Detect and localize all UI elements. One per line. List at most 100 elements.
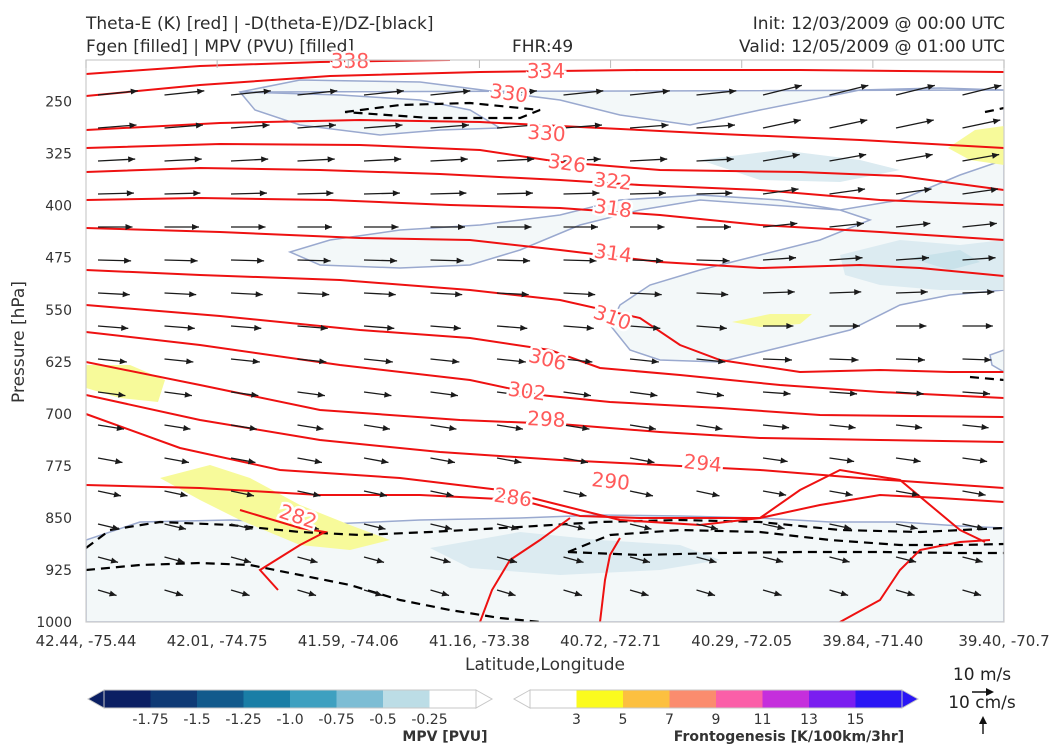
wind-vector-head	[651, 358, 659, 365]
wind-vector-head	[593, 156, 601, 163]
wind-vector-head	[189, 291, 197, 298]
theta-e-label: 294	[682, 449, 722, 477]
wind-vector-head	[729, 88, 737, 95]
colorbar-segment	[669, 690, 717, 708]
wind-vector-head	[976, 524, 985, 531]
wind-vector-head	[973, 590, 982, 597]
wind-vector-head	[840, 590, 849, 597]
x-tick-label: 41.16, -73.38	[429, 632, 530, 650]
wind-vectors	[97, 84, 1002, 597]
wind-vector-head	[979, 457, 988, 464]
mpv-colorbar: -1.75 -1.5 -1.25 -1.0 -0.75 -0.5 -0.25	[86, 689, 494, 728]
wind-vector-head	[586, 324, 594, 331]
wind-vector-head	[978, 490, 986, 497]
y-tick-label: 850	[45, 511, 72, 527]
wind-vector-head	[916, 390, 924, 397]
wind-vector-head	[113, 491, 121, 498]
wind-vector-head	[456, 257, 464, 264]
colorbar-segment	[623, 690, 670, 708]
wind-vector-head	[463, 88, 471, 95]
fgen-colorbar: 3 5 7 9 11 13 15	[512, 689, 920, 728]
wind-vector-head	[190, 257, 198, 264]
y-tick-label: 550	[45, 303, 72, 319]
wind-vector-head	[447, 458, 455, 465]
wind-vector-head	[446, 491, 454, 498]
wind-vector-head	[248, 458, 256, 465]
wind-vector-head	[180, 491, 188, 498]
wind-vector-head	[921, 255, 930, 262]
wind-vector-head	[444, 524, 453, 531]
wind-vector-head	[927, 84, 935, 90]
wind-vector-head	[576, 557, 584, 564]
wind-vector-head	[726, 156, 734, 163]
colorbar-tick-label: -0.75	[318, 712, 354, 728]
mpv-colorbar-label: MPV [PVU]	[402, 729, 487, 745]
reference-arrowhead-vertical	[979, 716, 987, 724]
wind-vector-head	[520, 324, 528, 331]
wind-vector-head	[119, 358, 127, 365]
wind-vector-head	[395, 122, 403, 129]
wind-vector-head	[907, 590, 915, 597]
wind-vector-head	[579, 491, 587, 498]
wind-vector-head	[786, 323, 794, 329]
wind-vector-head	[846, 457, 855, 464]
wind-vector-head	[379, 491, 387, 498]
wind-vector-head	[660, 156, 668, 163]
mpv-fill-darker	[430, 150, 1004, 575]
wind-vector-head	[991, 152, 1000, 159]
colorbar-segment	[809, 690, 856, 708]
y-tick-label: 250	[45, 95, 72, 111]
reference-vector: 10 m/s 10 cm/s	[948, 665, 1016, 734]
wind-vector-head	[186, 358, 194, 365]
wind-vector-head	[910, 524, 918, 531]
valid-time: Valid: 12/05/2009 @ 01:00 UTC	[739, 37, 1005, 57]
y-tick-label: 625	[45, 355, 72, 371]
wind-vector-head	[923, 221, 931, 228]
wind-vector-head	[254, 324, 262, 331]
theta-e-label: 290	[590, 467, 630, 495]
y-axis-label: Pressure [hPa]	[9, 281, 29, 403]
theta-e-label: 322	[592, 167, 632, 195]
colorbar-tick-label: -1.5	[183, 712, 210, 728]
wind-vector-head	[327, 156, 335, 163]
wind-vector-head	[177, 557, 185, 564]
wind-vector-head	[251, 391, 259, 398]
wind-vector-head	[392, 190, 400, 197]
wind-vector-head	[378, 524, 386, 531]
x-tick-label: 42.01, -74.75	[167, 632, 268, 650]
wind-vector-head	[126, 190, 134, 197]
wind-vector-head	[110, 557, 119, 564]
wind-vector-head	[249, 425, 257, 431]
wind-vector-head	[718, 358, 726, 365]
colorbar-extend-right	[475, 689, 494, 709]
wind-vector-head	[450, 391, 458, 398]
wind-vector-head	[860, 84, 869, 90]
wind-vector-head	[382, 425, 390, 431]
wind-vector-head	[988, 255, 996, 262]
wind-vector-head	[856, 221, 864, 228]
wind-vector-head	[583, 391, 591, 398]
wind-vector-head	[313, 491, 321, 498]
title-left-line2: Fgen [filled] | MPV (PVU) [filled]	[86, 37, 355, 57]
wind-vector-head	[845, 490, 853, 497]
wind-vector-head	[262, 122, 270, 129]
wind-vector-head	[857, 187, 866, 193]
wind-vector-head	[521, 291, 529, 298]
wind-vector-head	[716, 391, 724, 398]
wind-vector-head	[314, 458, 322, 465]
wind-vector-head	[642, 557, 651, 564]
wind-vector-head	[657, 224, 665, 230]
wind-vector-head	[460, 156, 468, 163]
wind-vector-head	[788, 255, 797, 262]
wind-vector-head	[985, 323, 993, 329]
wind-vector-head	[992, 118, 1001, 125]
wind-vector-head	[528, 122, 536, 129]
wind-vector-head	[112, 524, 120, 531]
wind-vector-head	[859, 118, 868, 125]
colorbar-segment	[762, 690, 810, 708]
wind-vector-head	[924, 187, 932, 193]
wind-vector-head	[852, 323, 860, 329]
wind-vector-head	[791, 187, 799, 193]
wind-vector-head	[724, 224, 731, 230]
forecast-hour: FHR:49	[512, 37, 574, 57]
